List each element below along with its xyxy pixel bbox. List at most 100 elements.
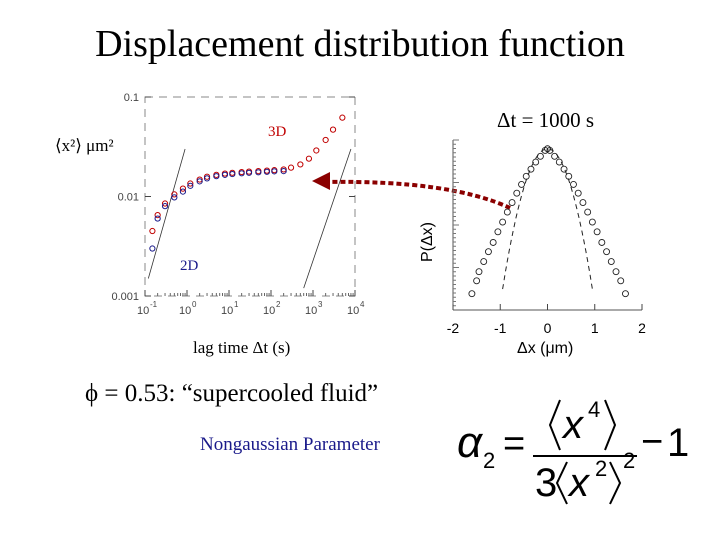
msd-point [245, 169, 253, 176]
msd-point [187, 180, 194, 187]
distribution-point [503, 208, 511, 216]
msd-guide-line [147, 148, 186, 279]
distribution-points [468, 145, 629, 298]
distribution-point [475, 268, 483, 276]
msd-point [255, 169, 262, 176]
den-coef: 3 [535, 461, 557, 505]
msd-point [203, 175, 211, 182]
msd-point [179, 185, 187, 192]
nongaussian-parameter-label: Nongaussian Parameter [200, 434, 380, 455]
formula-one: 1 [667, 421, 689, 465]
distribution-x-tick-label: 2 [638, 320, 646, 336]
comparison-arrow [325, 179, 511, 210]
formula-minus: − [641, 421, 663, 463]
distribution-point [565, 172, 573, 180]
distribution-point [617, 277, 625, 285]
distribution-point [607, 258, 615, 265]
msd-x-tick-exp: 0 [192, 300, 197, 309]
slide-title: Displacement distribution function [95, 23, 625, 65]
distribution-point [584, 208, 592, 216]
msd-point [287, 164, 295, 171]
msd-axes [144, 96, 356, 297]
msd-point [322, 136, 329, 144]
distribution-point [546, 147, 554, 154]
distribution-axes [452, 139, 643, 311]
distribution-point [499, 218, 507, 226]
distribution-point [513, 189, 521, 197]
den-outer-exp: 2 [623, 448, 635, 473]
formula-alpha: α [457, 418, 484, 467]
arrow-head-icon [312, 172, 330, 190]
distribution-point [468, 290, 476, 298]
distribution-x-tick-label: 1 [591, 320, 599, 336]
distribution-point [612, 268, 620, 276]
msd-point [229, 170, 236, 178]
distribution-x-tick-label: -2 [447, 320, 460, 336]
msd-y-axis-label: ⟨x²⟩ μm² [55, 136, 114, 155]
distribution-point [579, 199, 587, 207]
msd-x-tick-exp: -1 [150, 300, 158, 309]
msd-point [171, 194, 178, 201]
distribution-point [555, 158, 563, 166]
msd-point [263, 168, 271, 175]
msd-point [271, 168, 278, 175]
distribution-point [522, 172, 530, 180]
distribution-x-tick-label: -1 [494, 320, 507, 336]
msd-x-tick-label: 10 [347, 305, 359, 317]
msd-point [149, 227, 156, 235]
formula-alpha-sub: 2 [483, 448, 495, 473]
num-left-bracket [548, 399, 561, 451]
distribution-point [570, 180, 577, 188]
distribution-point [480, 258, 488, 265]
msd-point [179, 188, 187, 195]
msd-point [280, 168, 287, 175]
annotation-3d: 3D [268, 124, 287, 140]
formula-equals: = [503, 423, 525, 465]
msd-x-tick-label: 10 [305, 305, 317, 317]
msd-point [213, 173, 220, 180]
msd-point [329, 126, 337, 133]
distribution-point [484, 248, 492, 256]
distribution-point [527, 165, 535, 173]
msd-x-tick-label: 10 [263, 305, 275, 317]
msd-point [238, 170, 245, 177]
num-exp: 4 [588, 397, 600, 422]
msd-x-tick-exp: 4 [360, 300, 365, 309]
msd-point [149, 245, 156, 252]
msd-y-tick-label: 0.01 [118, 192, 139, 204]
distribution-point [532, 158, 540, 166]
den-left-bracket [555, 461, 568, 505]
den-exp: 2 [595, 456, 607, 481]
msd-x-tick-label: 10 [221, 305, 233, 317]
msd-point [171, 191, 178, 198]
den-right-bracket [609, 461, 622, 505]
volume-fraction-text: ϕ = 0.53: “supercooled fluid” [85, 380, 379, 407]
msd-point [154, 212, 161, 219]
gaussian-fit-curve [502, 148, 593, 290]
distribution-point [588, 218, 596, 226]
msd-guide-line [303, 148, 352, 289]
distribution-point [473, 277, 481, 285]
distribution-point [489, 239, 497, 246]
distribution-point [622, 290, 629, 298]
msd-point [154, 215, 161, 222]
nongaussian-formula: α 2 = x 4 3 x 2 2 − 1 [457, 397, 689, 505]
msd-point [297, 161, 304, 168]
msd-y-tick-label: 0.001 [111, 291, 139, 303]
distribution-point [560, 165, 568, 173]
msd-point [305, 155, 313, 162]
distribution-x-tick-label: 0 [544, 320, 552, 336]
msd-x-tick-exp: 3 [318, 300, 323, 309]
msd-point [221, 171, 229, 178]
msd-guide-lines [147, 148, 352, 289]
den-base: x [567, 461, 591, 505]
distribution-y-axis-label: P(Δx) [419, 222, 436, 262]
num-right-bracket [604, 399, 617, 451]
distribution-point [574, 189, 582, 197]
annotation-2d: 2D [180, 258, 199, 274]
msd-point [187, 182, 194, 189]
msd-x-tick-exp: 2 [276, 300, 281, 309]
msd-point [196, 176, 203, 183]
